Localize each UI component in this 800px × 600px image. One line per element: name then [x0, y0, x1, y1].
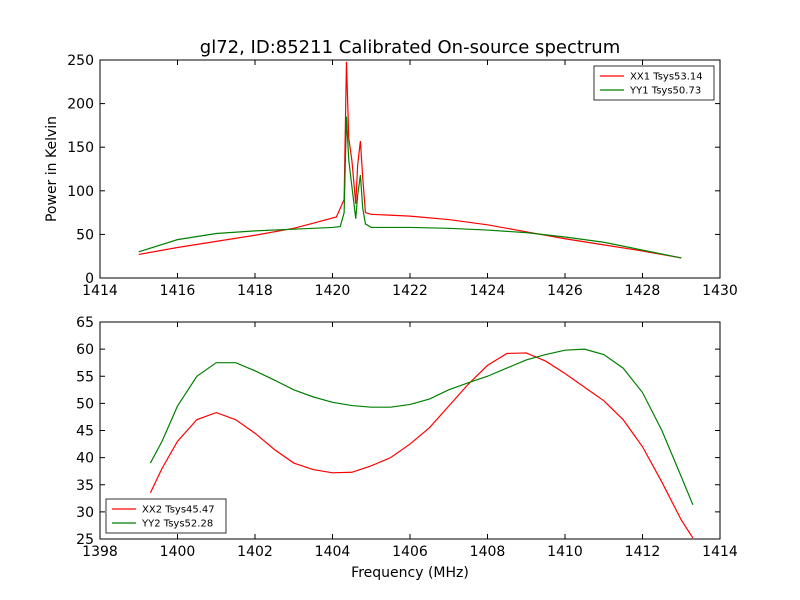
- x-tick-label: 1428: [625, 283, 661, 299]
- y-tick-label: 0: [85, 271, 94, 287]
- y-tick-label: 55: [76, 369, 94, 385]
- x-tick-label: 1408: [470, 544, 506, 560]
- y-tick-label: 100: [67, 184, 94, 200]
- y-axis-label: Power in Kelvin: [44, 116, 60, 222]
- x-tick-label: 1422: [392, 283, 428, 299]
- top-axes: 1414 1416 1418 1420 1422 1424 1426 1428 1430 0 50 1…: [67, 53, 738, 299]
- legend-label: XX2 Tsys45.47: [142, 505, 215, 516]
- legend-label: YY1 Tsys50.73: [629, 86, 701, 97]
- x-tick-label: 1398: [82, 544, 118, 560]
- x-tick-label: 1424: [470, 283, 506, 299]
- y-tick-label: 250: [67, 53, 94, 69]
- bottom-axes: 1398 1400 1402 1404 1406 1408 1410 1412 1414 25 30…: [76, 315, 738, 560]
- x-tick-label: 1420: [315, 283, 351, 299]
- y-tick-label: 60: [76, 342, 94, 358]
- y-tick-label: 50: [76, 396, 94, 412]
- x-tick-label: 1426: [547, 283, 583, 299]
- legend-box: [593, 65, 715, 101]
- y-tick-label: 45: [76, 424, 94, 440]
- x-tick-label: 1404: [315, 544, 351, 560]
- x-tick-label: 1416: [160, 283, 196, 299]
- legend: XX1 Tsys53.14 YY1 Tsys50.73: [593, 65, 715, 101]
- x-tick-label: 1414: [702, 544, 738, 560]
- x-tick-label: 1430: [702, 283, 738, 299]
- legend-label: XX1 Tsys53.14: [630, 72, 703, 83]
- y-tick-label: 65: [76, 315, 94, 331]
- legend-label: YY2 Tsys52.28: [141, 519, 213, 530]
- y-tick-label: 25: [76, 532, 94, 548]
- x-tick-label: 1418: [237, 283, 273, 299]
- x-tick-label: 1406: [392, 544, 428, 560]
- x-axis-label: Frequency (MHz): [351, 565, 469, 581]
- y-tick-label: 50: [76, 227, 94, 243]
- series-line-yy: [149, 348, 694, 506]
- legend: XX2 Tsys45.47 YY2 Tsys52.28: [105, 498, 227, 534]
- y-tick-label: 40: [76, 451, 94, 467]
- x-tick-label: 1402: [237, 544, 273, 560]
- x-tick-label: 1414: [82, 283, 118, 299]
- x-tick-label: 1412: [625, 544, 661, 560]
- legend-box: [105, 498, 227, 534]
- x-tick-label: 1410: [547, 544, 583, 560]
- y-tick-label: 35: [76, 478, 94, 494]
- y-tick-label: 200: [67, 97, 94, 113]
- series-line-xx: [138, 61, 682, 259]
- series-line-xx: [149, 352, 694, 539]
- chart-title: gl72, ID:85211 Calibrated On-source spec…: [200, 37, 620, 58]
- x-tick-label: 1400: [160, 544, 196, 560]
- y-tick-label: 150: [67, 140, 94, 156]
- y-tick-label: 30: [76, 505, 94, 521]
- series-line-yy: [138, 116, 682, 259]
